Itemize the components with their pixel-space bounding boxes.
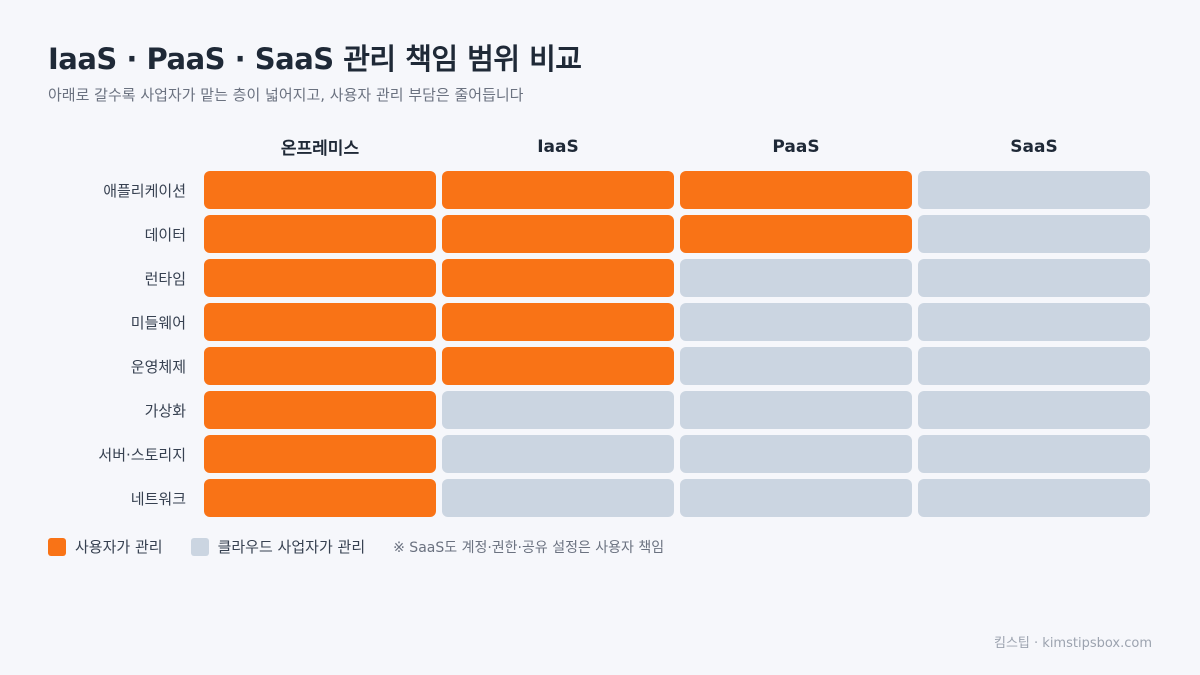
cell-user-managed xyxy=(442,171,674,209)
page-title: IaaS · PaaS · SaaS 관리 책임 범위 비교 xyxy=(48,42,582,76)
cell-cloud-managed xyxy=(918,479,1150,517)
cell-user-managed xyxy=(204,435,436,473)
row-label: 미들웨어 xyxy=(130,313,186,332)
legend-item-cloud: 클라우드 사업자가 관리 xyxy=(190,536,366,557)
cell-cloud-managed xyxy=(680,303,912,341)
cell-cloud-managed xyxy=(918,259,1150,297)
cell-cloud-managed xyxy=(442,435,674,473)
cell-cloud-managed xyxy=(680,479,912,517)
cell-user-managed xyxy=(442,259,674,297)
cell-user-managed xyxy=(204,479,436,517)
cell-user-managed xyxy=(680,171,912,209)
cell-cloud-managed xyxy=(918,391,1150,429)
cell-user-managed xyxy=(442,303,674,341)
cell-cloud-managed xyxy=(680,347,912,385)
cell-user-managed xyxy=(442,347,674,385)
cell-cloud-managed xyxy=(918,435,1150,473)
cell-cloud-managed xyxy=(918,171,1150,209)
legend-note: ※ SaaS도 계정·권한·공유 설정은 사용자 책임 xyxy=(393,539,665,556)
cell-cloud-managed xyxy=(918,347,1150,385)
cell-cloud-managed xyxy=(918,215,1150,253)
cell-user-managed xyxy=(204,303,436,341)
cell-user-managed xyxy=(204,171,436,209)
cell-user-managed xyxy=(680,215,912,253)
row-label: 네트워크 xyxy=(130,489,186,508)
cell-user-managed xyxy=(204,347,436,385)
row-label: 데이터 xyxy=(144,225,186,244)
cell-user-managed xyxy=(204,391,436,429)
column-header-saas: SaaS xyxy=(1010,136,1058,157)
column-header-paas: PaaS xyxy=(772,136,820,157)
column-header-iaas: IaaS xyxy=(537,136,579,157)
column-header-onpremise: 온프레미스 xyxy=(280,139,360,159)
cell-user-managed xyxy=(204,215,436,253)
row-label: 런타임 xyxy=(144,269,186,288)
footer-credit: 킴스팁 · kimstipsbox.com xyxy=(994,636,1152,651)
grid-corner xyxy=(48,128,198,165)
cell-cloud-managed xyxy=(918,303,1150,341)
page-subtitle: 아래로 갈수록 사업자가 맡는 층이 넓어지고, 사용자 관리 부담은 줄어듭니… xyxy=(48,86,524,104)
cell-cloud-managed xyxy=(680,435,912,473)
cell-cloud-managed xyxy=(680,391,912,429)
legend-item-user: 사용자가 관리 xyxy=(48,536,163,557)
cell-cloud-managed xyxy=(442,479,674,517)
cell-user-managed xyxy=(204,259,436,297)
cell-cloud-managed xyxy=(680,259,912,297)
legend-swatch-cloud xyxy=(190,537,209,556)
legend-label-cloud: 클라우드 사업자가 관리 xyxy=(217,538,366,556)
legend-label-user: 사용자가 관리 xyxy=(75,538,163,556)
row-label: 서버·스토리지 xyxy=(98,445,186,464)
legend-swatch-user xyxy=(48,537,66,556)
row-label: 애플리케이션 xyxy=(103,181,186,200)
cell-cloud-managed xyxy=(442,391,674,429)
row-label: 가상화 xyxy=(144,401,186,420)
legend: 사용자가 관리 클라우드 사업자가 관리 ※ SaaS도 계정·권한·공유 설정… xyxy=(48,536,664,557)
cell-user-managed xyxy=(442,215,674,253)
row-label: 운영체제 xyxy=(130,357,186,376)
